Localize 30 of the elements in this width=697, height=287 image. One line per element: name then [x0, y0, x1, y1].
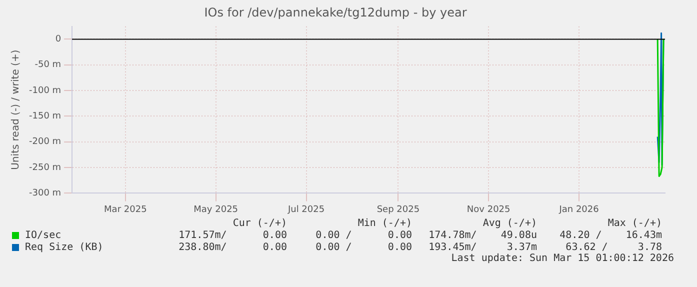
text: 174.78m/ 49.08u [428, 230, 537, 241]
text: Min (-/+) [356, 218, 412, 229]
y-tick-label: -300 m [28, 188, 62, 199]
x-tick-label: Sep 2025 [376, 204, 420, 215]
x-tick-label: Nov 2025 [466, 204, 510, 215]
text: Max (-/+) [606, 218, 662, 229]
x-tick-label: Mar 2025 [104, 204, 147, 215]
y-tick-label: -250 m [28, 162, 62, 173]
text: 193.45m/ 3.37m [428, 242, 537, 253]
legend-label: Req Size (KB) [24, 242, 104, 253]
chart-title: IOs for /dev/pannekake/tg12dump - by year [204, 5, 467, 20]
text: Cur (-/+) [232, 218, 287, 229]
y-axis-title: Units read (-) / write (+) [10, 50, 22, 170]
text: 63.62 / 3.78 [564, 242, 662, 253]
text: 0.00 / 0.00 [314, 242, 412, 253]
text: 171.57m/ 0.00 [178, 230, 287, 241]
y-tick-label: -100 m [28, 86, 62, 96]
text: 48.20 / 16.43m [558, 230, 662, 241]
y-tick-label: -50 m [34, 60, 62, 70]
text: 238.80m/ 0.00 [178, 242, 287, 253]
text: Avg (-/+) [482, 218, 537, 229]
y-tick-label: -200 m [28, 137, 62, 148]
x-tick-label: Jul 2025 [286, 204, 325, 215]
x-tick-label: May 2025 [194, 204, 238, 215]
y-tick-label: 0 [55, 34, 62, 45]
text: 0.00 / 0.00 [314, 230, 412, 241]
y-tick-label: -150 m [28, 112, 62, 122]
legend-label: IO/sec [24, 230, 62, 241]
x-tick-label: Jan 2026 [558, 204, 600, 215]
text: Last update: Sun Mar 15 01:00:12 2026 [450, 253, 675, 264]
